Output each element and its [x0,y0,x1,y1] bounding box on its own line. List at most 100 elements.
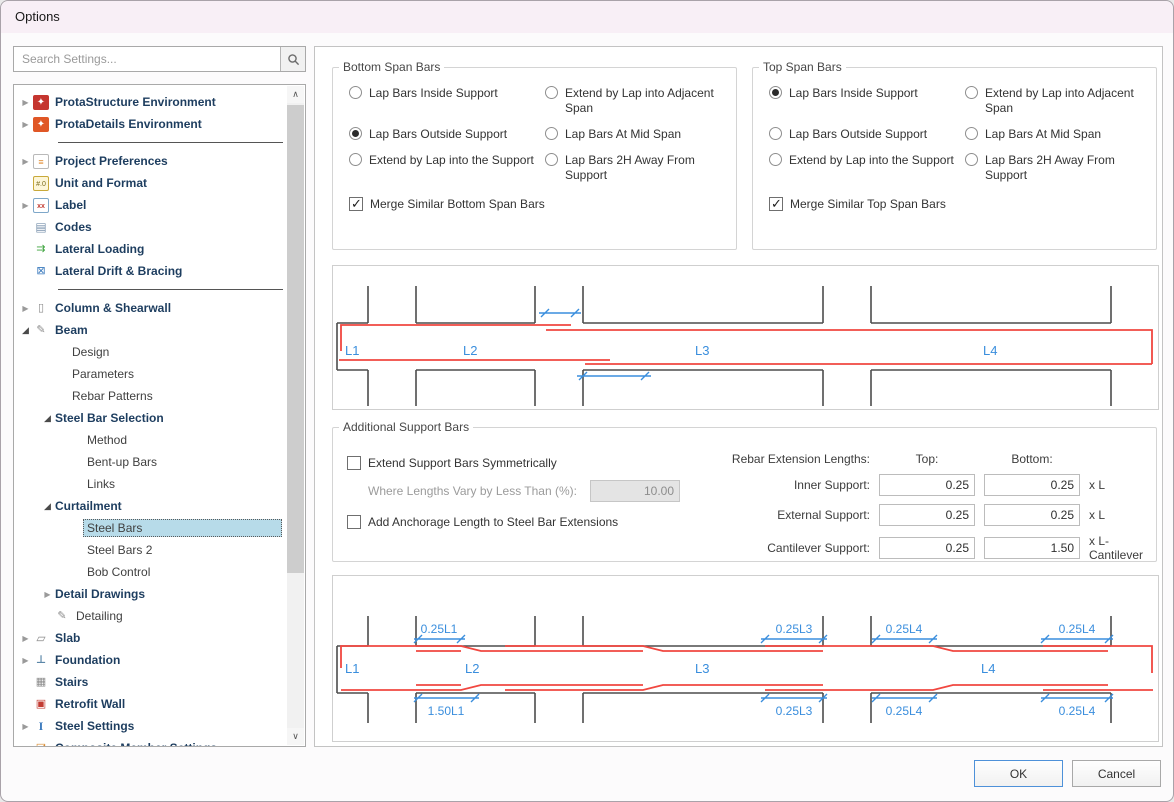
tree-item-protadetails-environment[interactable]: ✦ProtaDetails Environment [14,113,305,135]
radio-icon[interactable] [545,153,558,166]
tree-item-method[interactable]: Method [87,433,128,447]
checkbox-icon[interactable] [347,456,361,470]
collapse-icon[interactable] [40,501,55,512]
checkbox-merge-similar-top-span-bars[interactable]: Merge Similar Top Span Bars [769,196,1156,212]
protastructure-icon: ✦ [33,94,49,110]
tree-item-detailing[interactable]: ✎ Detailing [14,605,305,627]
radio-top-lap-bars-2h-away-from-support[interactable]: Lap Bars 2H Away From Support [965,153,1152,183]
radio-icon[interactable] [965,86,978,99]
tree-item-parameters[interactable]: Parameters [72,367,135,381]
radio-icon[interactable] [349,153,362,166]
radio-checked-icon[interactable] [769,86,782,99]
tree-item-unit-and-format[interactable]: #.0 Unit and Format [14,172,305,194]
radio-icon[interactable] [769,153,782,166]
expand-icon[interactable] [40,590,55,599]
checkbox-checked-icon[interactable] [769,196,783,211]
span-label-l3: L3 [695,661,709,676]
tree-item-detail-drawings[interactable]: Detail Drawings [14,583,305,605]
inner-support-top-input[interactable] [879,474,975,496]
cantilever-support-bottom-input[interactable] [984,537,1080,559]
tree-item-codes[interactable]: ▤ Codes [14,216,305,238]
dialog-titlebar[interactable]: Options [1,1,1173,33]
expand-icon[interactable] [18,634,33,643]
scroll-down-icon[interactable]: ∨ [287,728,304,745]
checkbox-add-anchorage-length[interactable]: Add Anchorage Length to Steel Bar Extens… [347,515,715,530]
checkbox-extend-support-bars-symmetrically[interactable]: Extend Support Bars Symmetrically [347,456,715,471]
tree-scrollbar[interactable]: ∧ ∨ [287,86,304,745]
tree-item-beam[interactable]: ✎Beam [14,319,305,341]
expand-icon[interactable] [18,656,33,665]
tree-item-links[interactable]: Links [87,477,116,491]
radio-bottom-lap-bars-outside-support[interactable]: Lap Bars Outside Support [349,127,545,142]
radio-icon[interactable] [545,86,558,99]
tree-item-project-preferences[interactable]: ≡Project Preferences [14,150,305,172]
expand-icon[interactable] [18,304,33,313]
scroll-up-icon[interactable]: ∧ [287,86,304,103]
unit-format-icon: #.0 [33,175,49,191]
tree-item-column-shearwall[interactable]: ▯Column & Shearwall [14,297,305,319]
scrollbar-thumb[interactable] [287,105,304,573]
tree-item-composite-member-settings[interactable]: ◪Composite Member Settings [14,737,305,747]
checkbox-merge-similar-bottom-span-bars[interactable]: Merge Similar Bottom Span Bars [349,196,736,212]
radio-bottom-extend-by-lap-into-the-support[interactable]: Extend by Lap into the Support [349,153,545,183]
tree-item-design[interactable]: Design [72,345,110,359]
vary-percent-input[interactable] [590,480,680,502]
radio-icon[interactable] [965,127,978,140]
tree-item-stairs[interactable]: ▦ Stairs [14,671,305,693]
tree-item-lateral-loading[interactable]: ⇉ Lateral Loading [14,238,305,260]
inner-support-bottom-input[interactable] [984,474,1080,496]
radio-bottom-extend-by-lap-into-adjacent-span[interactable]: Extend by Lap into Adjacent Span [545,86,732,116]
bottom-span-bars-group: Bottom Span Bars Lap Bars Inside Support… [332,60,737,250]
tree-item-rebar-patterns[interactable]: Rebar Patterns [72,389,153,403]
tree-item-steel-bars-selected[interactable]: Steel Bars [14,517,305,539]
radio-top-extend-by-lap-into-the-support[interactable]: Extend by Lap into the Support [769,153,965,183]
radio-top-lap-bars-at-mid-span[interactable]: Lap Bars At Mid Span [965,127,1152,142]
radio-icon[interactable] [965,153,978,166]
expand-icon[interactable] [18,120,33,129]
radio-bottom-lap-bars-inside-support[interactable]: Lap Bars Inside Support [349,86,545,116]
expand-icon[interactable] [18,157,33,166]
radio-icon[interactable] [545,127,558,140]
expand-icon[interactable] [18,744,33,747]
radio-icon[interactable] [769,127,782,140]
radio-bottom-lap-bars-2h-away-from-support[interactable]: Lap Bars 2H Away From Support [545,153,732,183]
expand-icon[interactable] [18,722,33,731]
search-button[interactable] [280,47,305,71]
tree-item-curtailment[interactable]: Curtailment [14,495,305,517]
tree-item-steel-bar-selection[interactable]: Steel Bar Selection [14,407,305,429]
checkbox-icon[interactable] [347,515,361,529]
external-support-bottom-input[interactable] [984,504,1080,526]
tree-item-lateral-drift-bracing[interactable]: ⊠ Lateral Drift & Bracing [14,260,305,282]
retrofit-wall-icon: ▣ [35,697,47,710]
expand-icon[interactable] [18,201,33,210]
checkbox-checked-icon[interactable] [349,196,363,211]
dim-bottom-0-25l3: 0.25L3 [776,704,813,718]
radio-checked-icon[interactable] [349,127,362,140]
radio-top-lap-bars-inside-support[interactable]: Lap Bars Inside Support [769,86,965,116]
radio-icon[interactable] [349,86,362,99]
cantilever-support-top-input[interactable] [879,537,975,559]
inner-support-label: Inner Support: [793,478,870,492]
ok-button[interactable]: OK [974,760,1063,787]
composite-member-icon: ◪ [33,741,49,747]
tree-item-protastructure-environment[interactable]: ✦ProtaStructure Environment [14,91,305,113]
radio-top-extend-by-lap-into-adjacent-span[interactable]: Extend by Lap into Adjacent Span [965,86,1152,116]
tree-item-retrofit-wall[interactable]: ▣ Retrofit Wall [14,693,305,715]
tree-item-bob-control[interactable]: Bob Control [87,565,151,579]
search-input[interactable] [14,47,280,71]
radio-top-lap-bars-outside-support[interactable]: Lap Bars Outside Support [769,127,965,142]
tree-item-slab[interactable]: ▱Slab [14,627,305,649]
tree-item-bent-up-bars[interactable]: Bent-up Bars [87,455,158,469]
stairs-icon: ▦ [35,675,47,688]
cancel-button[interactable]: Cancel [1072,760,1161,787]
expand-icon[interactable] [18,98,33,107]
collapse-icon[interactable] [40,413,55,424]
collapse-icon[interactable] [18,325,33,336]
external-support-top-input[interactable] [879,504,975,526]
radio-bottom-lap-bars-at-mid-span[interactable]: Lap Bars At Mid Span [545,127,732,142]
tree-item-foundation[interactable]: ⊥Foundation [14,649,305,671]
tree-item-steel-bars-2[interactable]: Steel Bars 2 [87,543,153,557]
